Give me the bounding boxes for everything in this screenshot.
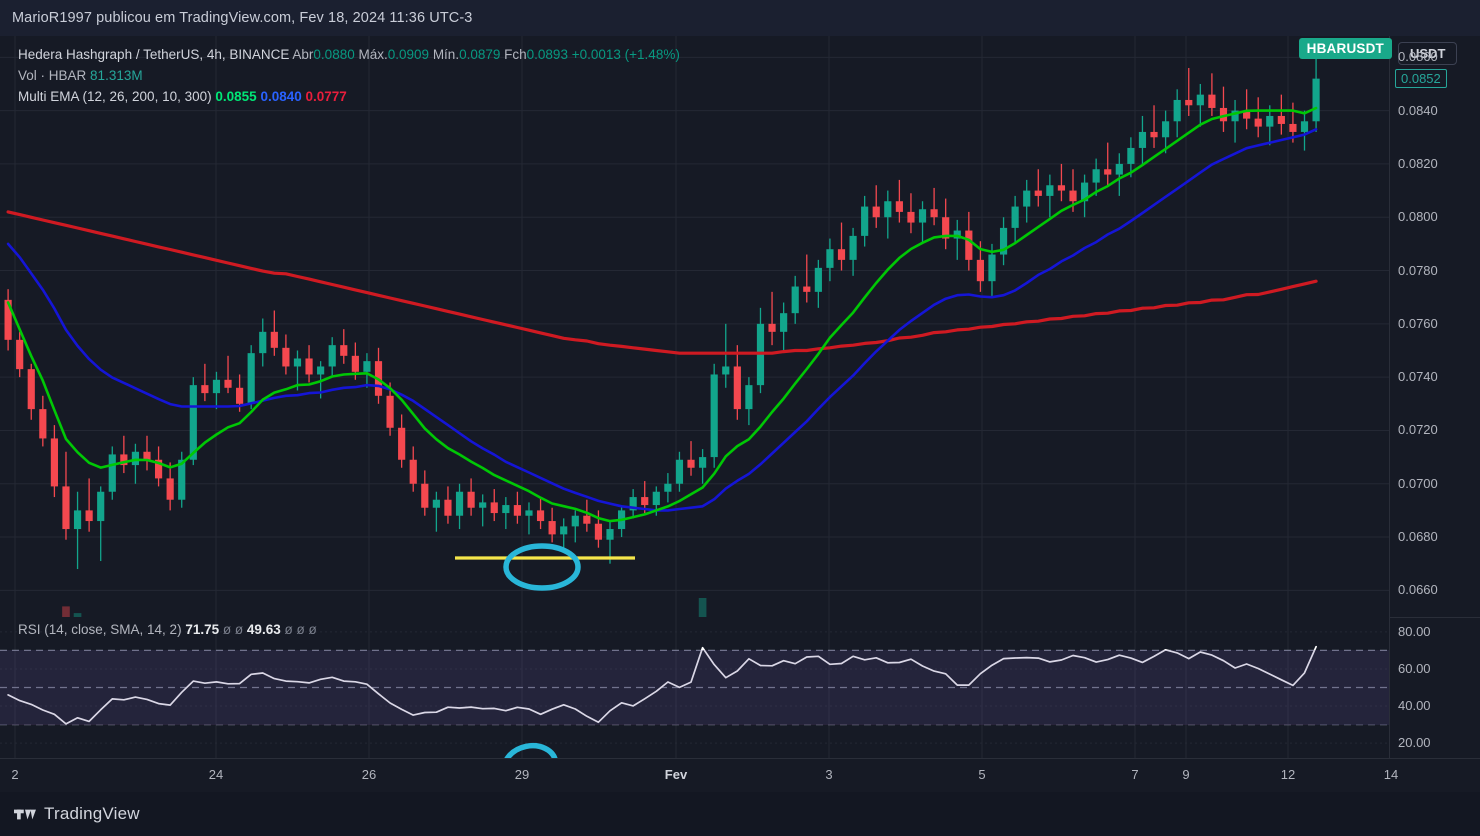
- price-axis-tick: 0.0720: [1398, 422, 1438, 438]
- time-axis-tick: 2: [11, 767, 19, 782]
- time-axis-tick: 14: [1383, 767, 1399, 782]
- price-axis-tick: 0.0660: [1398, 582, 1438, 598]
- rsi-axis-tick: 40.00: [1398, 698, 1431, 714]
- price-axis-tick: 0.0840: [1398, 102, 1438, 118]
- rsi-axis-tick: 20.00: [1398, 735, 1431, 751]
- axis-split: [1390, 617, 1480, 618]
- price-chart-svg: [0, 36, 1389, 617]
- rsi-axis-tick: 60.00: [1398, 660, 1431, 676]
- price-axis-tick: 0.0780: [1398, 262, 1438, 278]
- tradingview-logo-icon: [14, 809, 36, 819]
- time-axis-tick: Fev: [664, 767, 688, 782]
- price-axis-tick: 0.0860: [1398, 49, 1438, 65]
- ticker-badge[interactable]: HBARUSDT: [1298, 38, 1392, 59]
- tradingview-wordmark: TradingView: [44, 804, 140, 823]
- price-axis-tick: 0.0760: [1398, 315, 1438, 331]
- publisher-strip: MarioR1997 publicou em TradingView.com, …: [0, 0, 1480, 36]
- footer: TradingView: [0, 792, 1480, 836]
- time-axis-tick: 26: [361, 767, 377, 782]
- current-price-label: 0.0852: [1395, 68, 1447, 88]
- price-axis-tick: 0.0680: [1398, 529, 1438, 545]
- price-pane[interactable]: [0, 36, 1389, 617]
- price-axis-tick: 0.0800: [1398, 209, 1438, 225]
- rsi-axis-tick: 80.00: [1398, 623, 1431, 639]
- price-axis-tick: 0.0700: [1398, 475, 1438, 491]
- time-axis-tick: 5: [978, 767, 986, 782]
- time-axis-tick: 12: [1280, 767, 1296, 782]
- time-axis-tick: 24: [208, 767, 224, 782]
- price-axis-tick: 0.0740: [1398, 369, 1438, 385]
- time-axis-tick: 9: [1182, 767, 1190, 782]
- tradingview-logo: TradingView: [14, 804, 140, 824]
- price-axis[interactable]: USDT 0.0860 0.0840 0.0820 0.0800 0.0780 0.076…: [1389, 36, 1480, 758]
- time-axis-tick: 29: [514, 767, 530, 782]
- chart-canvas-area[interactable]: [0, 36, 1389, 758]
- rsi-pane[interactable]: [0, 617, 1389, 758]
- time-axis-tick: 7: [1131, 767, 1139, 782]
- publisher-text: MarioR1997 publicou em TradingView.com, …: [12, 10, 473, 26]
- rsi-chart-svg: [0, 617, 1389, 758]
- price-axis-tick: 0.0820: [1398, 155, 1438, 171]
- time-axis[interactable]: 2242629Fev3579121416: [0, 758, 1480, 792]
- currency-unit-chip[interactable]: USDT: [1398, 42, 1458, 65]
- time-axis-tick: 3: [825, 767, 833, 782]
